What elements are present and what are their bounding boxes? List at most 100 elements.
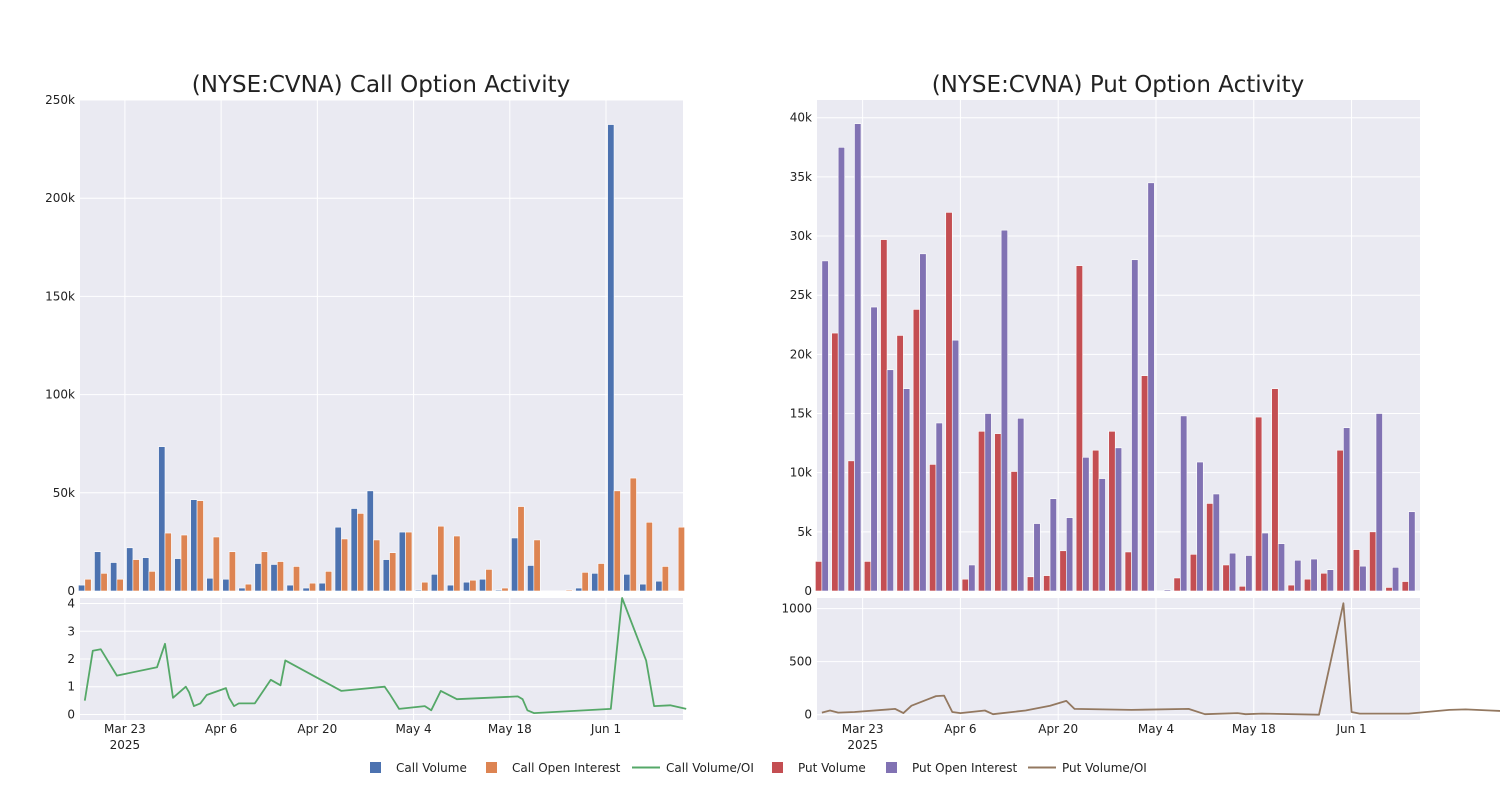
call-volume-bar [302,587,310,592]
put-volume-bar [1075,265,1083,592]
call-open-interest-bar [613,490,621,592]
put-x-tick-label: Jun 1 [1335,722,1366,736]
call-volume-bar [334,526,342,592]
put-x-tick-label: Apr 6 [944,722,976,736]
call-open-interest-bar [292,566,301,592]
call-open-interest-bar [116,578,124,592]
call-open-interest-bar [84,578,92,592]
call-volume-bar [591,573,599,592]
call-volume-bar [575,587,583,592]
put-volume-oi-line [821,602,1500,716]
call-open-interest-bar [469,579,477,592]
call-volume-bar [222,578,230,592]
put-x-tick-label: May 18 [1232,722,1276,736]
call-x-tick-label: Apr 6 [205,722,237,736]
call-open-interest-bar [357,513,365,592]
put-y-tick-label: 0 [804,584,812,598]
put-volume-bar [1401,581,1409,592]
call-open-interest-bar [629,477,637,592]
call-volume-bar [430,574,438,592]
put-volume-bar [1369,531,1377,592]
legend-item: Put Open Interest [886,761,1018,775]
call-volume-bar [639,583,647,592]
put-y-tick-label: 10k [790,466,812,480]
call-volume-bar [350,508,358,592]
put-y-tick-label: 5k [797,525,812,539]
call-open-interest-bar [164,532,172,592]
call-open-interest-bar [260,551,268,592]
call-volume-bar [270,564,278,592]
put-open-interest-bar [1391,567,1400,592]
put-volume-bar [1255,416,1263,592]
put-volume-bar [863,561,872,592]
call-volume-bar [623,574,631,592]
put-open-interest-bar [935,422,943,592]
call-y-tick-label: 50k [53,486,75,500]
call-volume-bar [382,559,390,592]
call-open-interest-bar [453,535,461,592]
call-ratio-y-tick-label: 1 [67,680,75,694]
legend-label: Call Volume [396,761,467,775]
put-open-interest-bar [886,369,894,592]
put-x-tick-label: May 4 [1138,722,1174,736]
put-volume-bar [1320,572,1328,592]
put-volume-bar [831,332,839,592]
put-volume-bar [1303,578,1312,592]
call-open-interest-bar [405,531,413,592]
put-x-tick-label: Apr 20 [1038,722,1078,736]
call-y-tick-label: 250k [45,93,75,107]
put-open-interest-bar [919,253,927,592]
call-open-interest-bar [228,551,236,592]
put-open-interest-bar [1229,552,1237,592]
call-ratio-y-tick-label: 3 [67,624,75,638]
put-x-tick-label: Mar 23 [842,722,884,736]
put-open-interest-bar [968,564,976,592]
put-volume-bar [1238,585,1246,592]
call-volume-bar [286,584,294,592]
put-open-interest-bar [1000,229,1008,592]
call-plot-area [80,100,683,591]
put-open-interest-bar [984,413,992,592]
put-volume-bar [1141,375,1149,592]
legend-label: Put Open Interest [912,761,1018,775]
call-x-tick-label: Mar 23 [104,722,146,736]
put-open-interest-bar [1375,413,1383,592]
put-volume-bar [1352,549,1360,592]
put-open-interest-bar [1098,478,1106,592]
call-open-interest-bar [325,571,333,592]
call-volume-bar [655,580,663,592]
call-open-interest-bar [565,589,573,592]
put-volume-bar [929,464,937,592]
put-open-interest-bar [1147,182,1155,592]
call-open-interest-bar [244,583,252,592]
call-volume-oi-line [83,597,687,714]
legend-label: Call Volume/OI [666,761,754,775]
put-volume-bar [847,460,855,592]
call-volume-bar [254,563,262,592]
put-open-interest-bar [1196,461,1204,592]
put-open-interest-bar [1310,558,1318,592]
put-volume-bar [912,309,920,592]
put-volume-bar [1108,430,1116,592]
put-open-interest-bar [1114,447,1123,592]
call-volume-bar [366,490,374,592]
put-y-tick-label: 20k [790,347,812,361]
legend-swatch [772,762,783,773]
put-volume-bar [1206,503,1214,592]
call-y-tick-label: 150k [45,289,75,303]
call-volume-bar [206,577,214,592]
put-open-interest-bar [1408,511,1416,592]
call-volume-bar [142,557,150,592]
legend: Call Volume Call Open Interest Call Volume… [370,761,1147,775]
put-ratio-plot-area [817,598,1420,720]
call-open-interest-bar [661,566,669,592]
call-volume-bar [110,562,118,592]
call-volume-bar [527,565,535,592]
call-volume-bar [94,551,102,592]
put-volume-bar [1010,471,1018,592]
legend-item: Put Volume/OI [1028,761,1147,775]
call-x-tick-label: Jun 1 [590,722,621,736]
call-open-interest-bar [485,569,493,592]
put-volume-bar [1059,550,1067,592]
put-ratio-y-tick-label: 1000 [781,602,812,616]
